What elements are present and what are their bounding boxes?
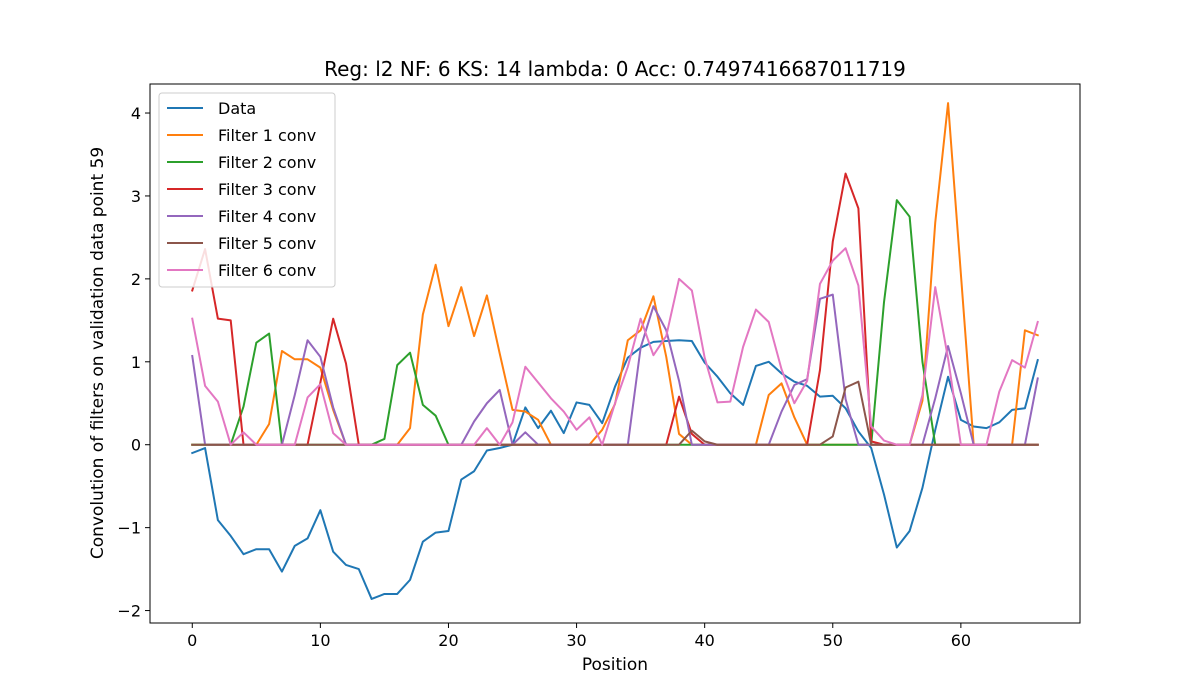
- y-tick-label: 0: [131, 436, 141, 455]
- legend-label-6: Filter 5 conv: [218, 234, 316, 253]
- series-line-1: [190, 339, 1039, 600]
- legend-label-7: Filter 6 conv: [218, 261, 316, 280]
- x-tick-label: 20: [438, 631, 458, 650]
- x-tick-label: 0: [187, 631, 197, 650]
- series-layer: [190, 102, 1040, 600]
- chart-title: Reg: l2 NF: 6 KS: 14 lambda: 0 Acc: 0.74…: [324, 57, 906, 81]
- y-axis: −2 −1 0 1 2 3 4: [117, 104, 150, 621]
- x-axis-label: Position: [582, 655, 648, 675]
- series-line-7: [191, 247, 1039, 446]
- x-tick-label: 30: [566, 631, 586, 650]
- plot-frame: [149, 83, 1081, 624]
- x-axis: 0 10 20 30 40 50 60: [187, 623, 971, 650]
- legend-label-3: Filter 2 conv: [218, 153, 316, 172]
- legend: Data Filter 1 conv Filter 2 conv Filter 3 c…: [158, 92, 336, 288]
- legend-label-4: Filter 3 conv: [218, 180, 316, 199]
- x-tick-label: 10: [310, 631, 330, 650]
- y-tick-label: −2: [117, 602, 141, 621]
- x-tick-label: 50: [823, 631, 843, 650]
- y-tick-label: 1: [131, 353, 141, 372]
- y-tick-label: 2: [131, 270, 141, 289]
- legend-box: [158, 92, 336, 288]
- y-tick-label: −1: [117, 519, 141, 538]
- y-axis-label: Convolution of filters on validation dat…: [88, 147, 108, 559]
- legend-label-2: Filter 1 conv: [218, 126, 316, 145]
- y-tick-label: 3: [131, 187, 141, 206]
- y-tick-label: 4: [131, 104, 141, 123]
- legend-label-1: Data: [218, 99, 256, 118]
- x-tick-label: 40: [694, 631, 714, 650]
- legend-label-5: Filter 4 conv: [218, 207, 316, 226]
- x-tick-label: 60: [951, 631, 971, 650]
